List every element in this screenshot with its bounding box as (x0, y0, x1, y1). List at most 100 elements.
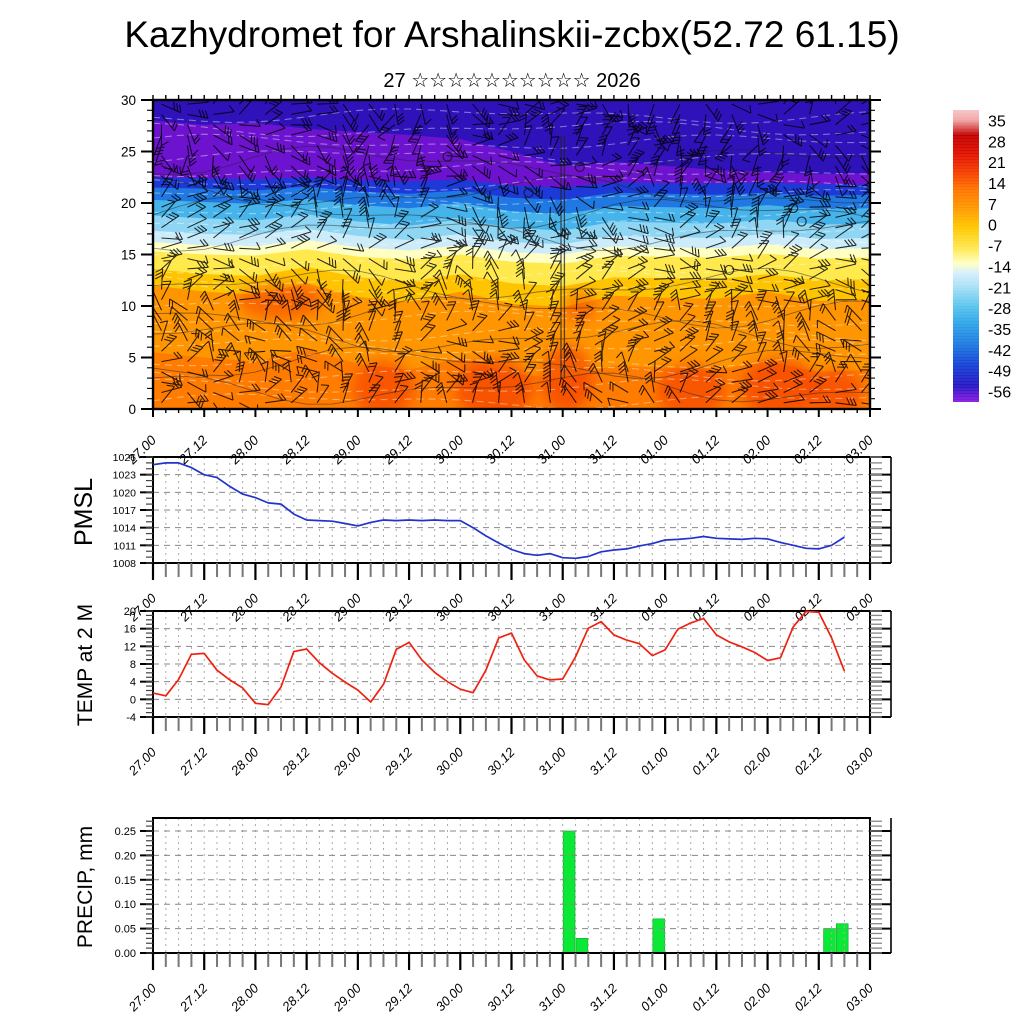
colorbar-tick-label: -28 (988, 301, 1011, 318)
colorbar-tick-label: 14 (988, 176, 1006, 193)
svg-text:02.12: 02.12 (791, 980, 825, 1014)
svg-text:1008: 1008 (113, 558, 137, 570)
svg-text:30: 30 (121, 93, 136, 108)
svg-text:4: 4 (130, 677, 136, 689)
svg-text:27.00: 27.00 (125, 744, 160, 779)
svg-text:20: 20 (121, 196, 136, 211)
svg-text:25: 25 (121, 145, 136, 160)
svg-text:03.00: 03.00 (843, 590, 877, 624)
PRECIP, mm-x-axis: 27.00 27.12 28.00 28.12 29.00 29.12 30.00 30.12… (125, 953, 877, 1015)
svg-text:01.12: 01.12 (689, 980, 723, 1014)
colorbar-tick-label: 7 (988, 197, 997, 214)
svg-text:12: 12 (124, 641, 136, 653)
svg-text:30.12: 30.12 (484, 980, 518, 1014)
colorbar-tick-label: -7 (988, 239, 1002, 256)
svg-text:03.00: 03.00 (843, 744, 877, 778)
svg-text:16: 16 (124, 624, 136, 636)
temp-axis-title: TEMP at 2 M (74, 604, 97, 726)
pmsl-axis-title: PMSL (70, 478, 98, 546)
svg-text:31.12: 31.12 (586, 980, 620, 1014)
colorbar-tick-label: -35 (988, 322, 1011, 339)
colorbar-tick-label: -49 (988, 364, 1011, 381)
PMSL-y-axis: 1026 1023 1020 1017 1014 1011 1008 (113, 452, 153, 570)
svg-text:29.00: 29.00 (330, 980, 365, 1015)
svg-text:1020: 1020 (113, 487, 137, 499)
svg-text:5: 5 (128, 351, 136, 366)
svg-text:0.05: 0.05 (115, 924, 136, 936)
svg-text:0: 0 (130, 694, 136, 706)
svg-text:02.12: 02.12 (791, 590, 825, 624)
svg-text:0.15: 0.15 (115, 875, 136, 887)
svg-text:29.12: 29.12 (381, 744, 416, 779)
TEMP at 2 M-x-axis: 27.00 27.12 28.00 28.12 29.00 29.12 30.00 30.12… (125, 717, 877, 779)
svg-text:0.20: 0.20 (115, 850, 136, 862)
svg-text:27.12: 27.12 (176, 744, 211, 779)
svg-text:01.00: 01.00 (638, 590, 672, 624)
PRECIP, mm-y-axis: 0.25 0.20 0.15 0.10 0.05 0.00 (115, 820, 153, 960)
svg-text:31.00: 31.00 (535, 980, 569, 1014)
colorbar-tick-label: -56 (988, 385, 1011, 402)
svg-text:01.00: 01.00 (637, 432, 672, 467)
svg-text:29.00: 29.00 (330, 744, 365, 779)
precip-bar (652, 918, 665, 954)
svg-text:01.12: 01.12 (689, 590, 723, 624)
svg-text:31.12: 31.12 (586, 432, 621, 467)
svg-text:8: 8 (130, 659, 136, 671)
svg-text:31.12: 31.12 (586, 744, 620, 778)
TEMP at 2 M-line (152, 610, 846, 706)
svg-text:02.00: 02.00 (739, 432, 774, 467)
svg-text:30.12: 30.12 (484, 590, 518, 624)
svg-text:02.12: 02.12 (790, 432, 825, 467)
svg-text:1014: 1014 (113, 523, 137, 535)
PMSL-right-axis (870, 456, 892, 564)
precip-bar (575, 938, 589, 954)
svg-text:01.12: 01.12 (688, 432, 723, 467)
precip-bars (562, 830, 849, 954)
svg-text:28.12: 28.12 (278, 744, 313, 779)
TEMP at 2 M-right-axis (870, 610, 892, 718)
svg-text:27.12: 27.12 (175, 432, 211, 468)
svg-text:1023: 1023 (113, 470, 137, 482)
svg-text:02.00: 02.00 (740, 590, 774, 624)
temp-panel: 20 16 12 8 4 0 -4 27.00 27.12 28.00 28.12 29.00 29.1… (124, 606, 892, 779)
svg-text:30.00: 30.00 (432, 432, 467, 467)
colorbar-tick-label: 35 (988, 113, 1006, 130)
colorbar-tick-label: -21 (988, 280, 1011, 297)
svg-text:30.00: 30.00 (433, 744, 467, 778)
svg-text:02.12: 02.12 (791, 744, 825, 778)
colorbar-tick-label: 0 (988, 218, 997, 235)
svg-text:20: 20 (124, 606, 136, 618)
wind-barbs (153, 100, 870, 409)
colorbar-gradient (953, 110, 979, 402)
colorbar: 35 28 21 14 7 0 -7 -14 -21 -28 -35 -42 -49 -56 (953, 110, 1011, 402)
svg-text:30.00: 30.00 (433, 590, 467, 624)
svg-text:15: 15 (121, 248, 136, 263)
svg-text:01.00: 01.00 (638, 980, 672, 1014)
svg-text:02.00: 02.00 (740, 980, 774, 1014)
contour-y-axis: 30 25 20 15 10 5 0 (121, 93, 881, 417)
precip-axis-title: PRECIP, mm (74, 826, 97, 948)
svg-text:29.12: 29.12 (380, 432, 416, 468)
page-title: Kazhydromet for Arshalinskii-zcbx(52.72 … (124, 14, 900, 55)
svg-text:1017: 1017 (113, 505, 137, 517)
svg-text:30.12: 30.12 (483, 432, 518, 467)
svg-text:29.12: 29.12 (381, 590, 416, 625)
svg-text:0: 0 (128, 402, 136, 417)
svg-text:10: 10 (121, 299, 136, 314)
precip-bar (823, 928, 836, 954)
PMSL-line (152, 462, 845, 560)
svg-text:31.00: 31.00 (535, 590, 569, 624)
svg-text:03.00: 03.00 (842, 432, 877, 467)
svg-text:28.00: 28.00 (226, 432, 262, 468)
svg-text:28.12: 28.12 (278, 980, 313, 1015)
PMSL-x-axis: 27.00 27.12 28.00 28.12 29.00 29.12 30.00 30.12… (125, 563, 877, 625)
svg-text:28.00: 28.00 (227, 980, 262, 1015)
subtitle-date-stars: 27 ☆☆☆☆☆☆☆☆☆☆ 2026 (383, 70, 641, 92)
svg-text:0.10: 0.10 (115, 899, 136, 911)
svg-text:28.00: 28.00 (227, 744, 262, 779)
colorbar-tick-label: 28 (988, 134, 1006, 151)
